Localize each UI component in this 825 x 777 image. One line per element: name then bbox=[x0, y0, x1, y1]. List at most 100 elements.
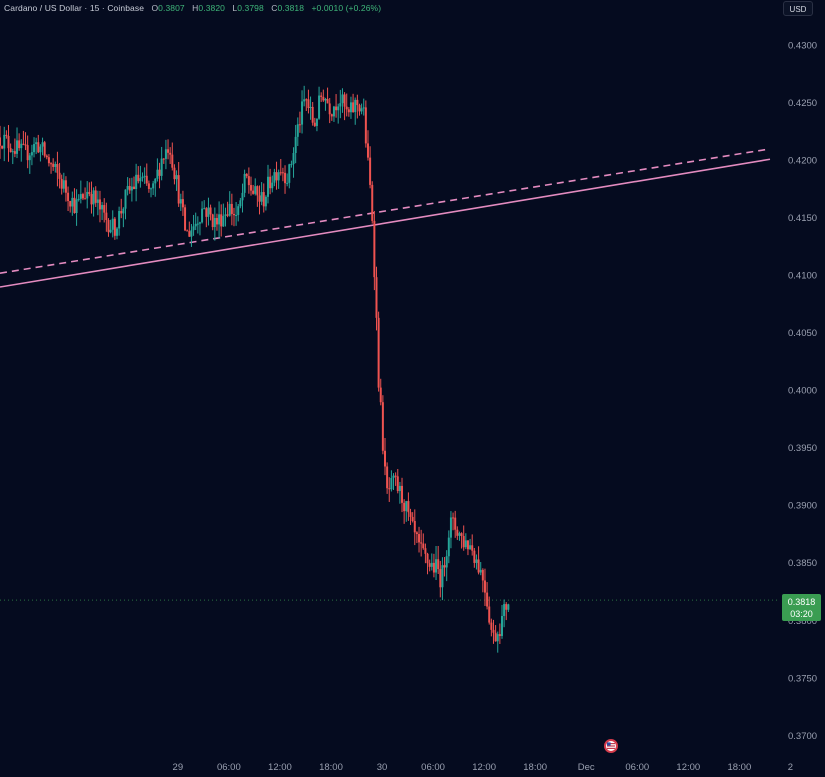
candle bbox=[420, 529, 423, 557]
y-tick-label: 0.3850 bbox=[788, 558, 817, 569]
candle bbox=[505, 602, 508, 621]
candle bbox=[215, 213, 218, 231]
candle bbox=[73, 188, 76, 214]
candle bbox=[128, 178, 131, 194]
candle bbox=[430, 553, 433, 571]
candle bbox=[96, 190, 99, 216]
current-price-value: 0.3818 bbox=[787, 597, 816, 607]
candle bbox=[486, 582, 489, 610]
low-value: 0.3798 bbox=[237, 3, 264, 13]
candle bbox=[320, 92, 323, 102]
candle bbox=[109, 219, 112, 234]
candle bbox=[169, 147, 172, 165]
candle bbox=[152, 180, 155, 196]
currency-button[interactable]: USD bbox=[783, 1, 813, 16]
symbol-legend: Cardano / US Dollar · 15 · Coinbase O0.3… bbox=[4, 3, 381, 13]
candle bbox=[249, 176, 252, 196]
candle bbox=[175, 170, 178, 191]
candle bbox=[477, 546, 480, 575]
x-tick-label: 06:00 bbox=[217, 762, 241, 773]
candle bbox=[1, 145, 4, 150]
candle bbox=[158, 162, 161, 189]
candle bbox=[411, 512, 414, 523]
candle bbox=[150, 187, 153, 198]
candle bbox=[81, 192, 84, 201]
candle bbox=[328, 98, 331, 124]
candle bbox=[483, 568, 486, 606]
candle bbox=[460, 532, 463, 549]
y-tick-label: 0.3750 bbox=[788, 673, 817, 684]
candle bbox=[164, 139, 167, 170]
candle bbox=[192, 214, 195, 236]
candle bbox=[64, 176, 67, 202]
open-value: 0.3807 bbox=[158, 3, 185, 13]
candle bbox=[147, 180, 150, 193]
candle bbox=[0, 125, 1, 159]
candle bbox=[456, 526, 459, 540]
candle bbox=[13, 138, 16, 158]
candle bbox=[103, 198, 106, 223]
y-tick-label: 0.4150 bbox=[788, 213, 817, 224]
y-tick-label: 0.3950 bbox=[788, 443, 817, 454]
candle bbox=[254, 178, 257, 196]
candle bbox=[262, 183, 265, 213]
candle bbox=[458, 531, 461, 541]
candle bbox=[9, 143, 12, 153]
us-flag-icon[interactable] bbox=[604, 739, 618, 753]
candle bbox=[67, 186, 70, 211]
candle bbox=[120, 198, 123, 219]
candle bbox=[75, 189, 78, 226]
candle bbox=[179, 193, 182, 211]
y-tick-label: 0.4050 bbox=[788, 328, 817, 339]
solid-trendline[interactable] bbox=[0, 158, 771, 288]
y-tick-label: 0.4000 bbox=[788, 386, 817, 397]
candle bbox=[177, 162, 180, 207]
candle bbox=[130, 177, 133, 202]
candle bbox=[466, 540, 469, 556]
candle bbox=[352, 93, 355, 113]
candle bbox=[375, 266, 378, 331]
candle bbox=[494, 625, 497, 642]
candle bbox=[462, 525, 465, 551]
candle bbox=[401, 477, 404, 513]
change-value: +0.0010 (+0.26%) bbox=[311, 3, 382, 13]
candle bbox=[20, 139, 23, 162]
candle bbox=[156, 158, 159, 182]
candle bbox=[439, 560, 442, 598]
candle bbox=[415, 531, 418, 544]
candle bbox=[337, 103, 340, 124]
candle bbox=[235, 202, 238, 226]
candle bbox=[3, 126, 6, 162]
candle bbox=[488, 596, 491, 625]
candle bbox=[286, 173, 289, 187]
candle bbox=[345, 93, 348, 117]
candle bbox=[275, 161, 278, 190]
candle bbox=[24, 132, 27, 151]
candle bbox=[237, 204, 240, 222]
candle bbox=[437, 545, 440, 575]
candle bbox=[58, 162, 61, 189]
x-tick-label: 18:00 bbox=[727, 762, 751, 773]
candle bbox=[213, 207, 216, 241]
candle bbox=[422, 533, 425, 550]
candle bbox=[139, 165, 142, 188]
candle bbox=[296, 117, 299, 147]
candle bbox=[245, 173, 248, 179]
candle bbox=[469, 538, 472, 550]
candle bbox=[273, 168, 276, 187]
candle bbox=[390, 470, 393, 492]
candle bbox=[126, 177, 129, 196]
candle bbox=[224, 207, 227, 227]
candle bbox=[90, 181, 93, 214]
candle bbox=[186, 229, 189, 232]
candle bbox=[167, 139, 170, 160]
candle bbox=[190, 224, 193, 247]
candle bbox=[479, 562, 482, 576]
candle bbox=[292, 147, 295, 178]
candle bbox=[343, 92, 346, 121]
candle bbox=[194, 212, 197, 231]
dashed-trendline[interactable] bbox=[0, 148, 771, 274]
candle bbox=[218, 201, 221, 239]
